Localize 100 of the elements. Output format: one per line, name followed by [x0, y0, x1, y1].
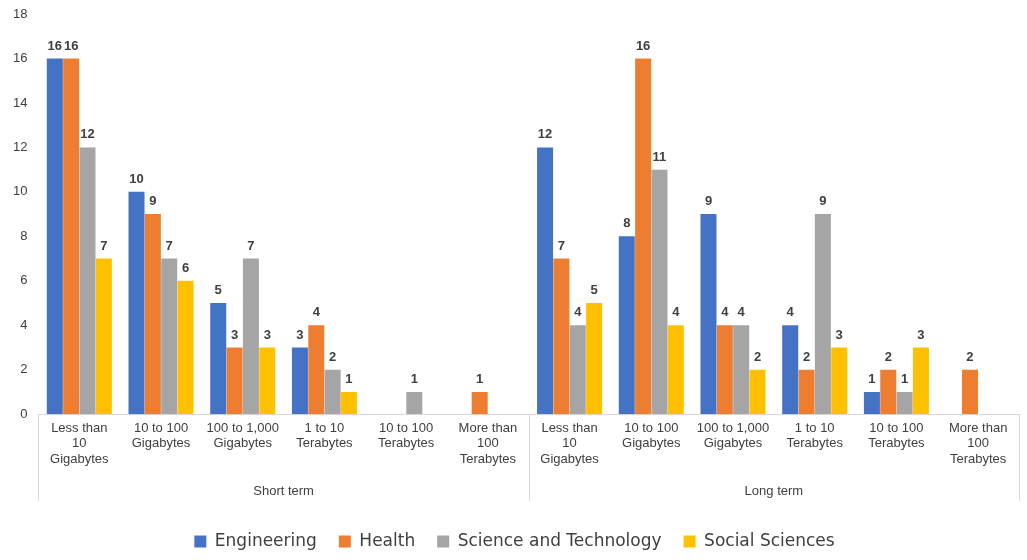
bar: [733, 325, 750, 415]
x-tick-label: 100 to 1,000 Gigabytes: [206, 419, 279, 451]
y-tick-label: 14: [12, 94, 28, 110]
bar: [63, 58, 80, 415]
x-tick-label: 1 to 10 Terabytes: [296, 419, 354, 451]
text: Long term: [744, 482, 804, 498]
data-label: 5: [214, 282, 222, 298]
data-label: 16: [47, 37, 63, 53]
y-tick-label: 18: [12, 5, 28, 21]
bar: [700, 214, 717, 415]
bar: [782, 325, 799, 415]
data-label: 3: [835, 326, 843, 342]
data-label: 11: [652, 148, 667, 164]
data-label: 2: [966, 348, 974, 364]
x-tick-label: 10 to 100 Terabytes: [377, 419, 435, 451]
data-label: 16: [63, 37, 79, 53]
text: Short term: [253, 482, 314, 498]
bar: [242, 258, 259, 415]
legend-label: Science and Technology: [457, 529, 662, 550]
data-label: 8: [623, 215, 631, 231]
bar: [814, 214, 831, 415]
bar: [553, 258, 570, 415]
legend-label: Health: [359, 529, 416, 550]
bar: [308, 325, 325, 415]
data-label: 4: [737, 304, 746, 320]
data-label: 3: [296, 326, 304, 342]
bar: [667, 325, 684, 415]
legend-label: Engineering: [214, 529, 317, 550]
bar: [896, 391, 913, 415]
data-label: 9: [819, 193, 827, 209]
bar: [128, 191, 145, 415]
y-tick-label: 4: [20, 316, 28, 332]
bar: [177, 280, 194, 415]
y-tick-label: 10: [12, 183, 28, 199]
data-label: 7: [100, 237, 108, 253]
data-label: 7: [557, 237, 566, 253]
bar: [651, 169, 668, 415]
data-label: 2: [753, 348, 762, 364]
data-label: 9: [704, 193, 713, 209]
data-label: 2: [884, 348, 892, 364]
data-label: 6: [181, 259, 190, 275]
bar: [537, 147, 554, 415]
x-tick-label: Less than 10 Gigabytes: [540, 419, 600, 466]
y-tick-label: 16: [12, 50, 28, 66]
data-label: 1: [345, 371, 353, 387]
bar: [569, 325, 586, 415]
bar: [291, 347, 308, 415]
y-tick-label: 6: [20, 272, 28, 288]
data-label: 1: [476, 371, 484, 387]
bar: [863, 391, 880, 415]
y-tick-label: 2: [20, 361, 28, 377]
data-label: 3: [263, 326, 271, 342]
data-label: 2: [802, 348, 811, 364]
bar: [586, 303, 603, 415]
data-label: 10: [129, 170, 144, 186]
data-label: 12: [80, 126, 95, 142]
bar: [210, 303, 227, 415]
data-label: 7: [247, 237, 255, 253]
x-tick-label: More than 100 Terabytes: [458, 419, 518, 466]
x-tick-label: More than 100 Terabytes: [948, 419, 1008, 466]
data-label: 4: [721, 304, 730, 320]
data-label: 4: [574, 304, 583, 320]
bar: [340, 391, 357, 415]
bar: [798, 369, 815, 415]
data-label: 16: [635, 37, 651, 53]
y-tick-label: 0: [20, 405, 28, 421]
data-label: 9: [149, 193, 157, 209]
bar: [95, 258, 112, 415]
bar: [226, 347, 243, 415]
bar: [406, 391, 423, 415]
bar: [880, 369, 897, 415]
x-tick-label: 100 to 1,000 Gigabytes: [696, 419, 770, 451]
bar: [749, 369, 766, 415]
data-label: 7: [165, 237, 173, 253]
data-label: 3: [230, 326, 239, 342]
data-label: 1: [410, 371, 418, 387]
data-label: 12: [537, 126, 553, 142]
bar: [79, 147, 96, 415]
x-tick-label: 10 to 100 Gigabytes: [131, 419, 191, 451]
bar: [961, 369, 978, 415]
bar: [324, 369, 341, 415]
legend-label: Social Sciences: [704, 529, 835, 550]
bar: [161, 258, 178, 415]
data-label: 4: [672, 304, 681, 320]
bar: [144, 214, 161, 415]
data-label: 4: [786, 304, 795, 320]
data-label: 1: [900, 371, 909, 387]
bar: [635, 58, 652, 415]
data-label: 5: [590, 282, 598, 298]
bar: [46, 58, 63, 415]
y-tick-label: 8: [20, 227, 28, 243]
x-tick-label: 10 to 100 Gigabytes: [622, 419, 682, 451]
bar: [471, 391, 488, 415]
bar: [831, 347, 848, 415]
bar: [716, 325, 733, 415]
data-label: 2: [329, 348, 337, 364]
bar: [912, 347, 929, 415]
data-label: 3: [917, 326, 925, 342]
y-tick-label: 12: [12, 138, 28, 154]
x-tick-label: 1 to 10 Terabytes: [786, 419, 844, 451]
